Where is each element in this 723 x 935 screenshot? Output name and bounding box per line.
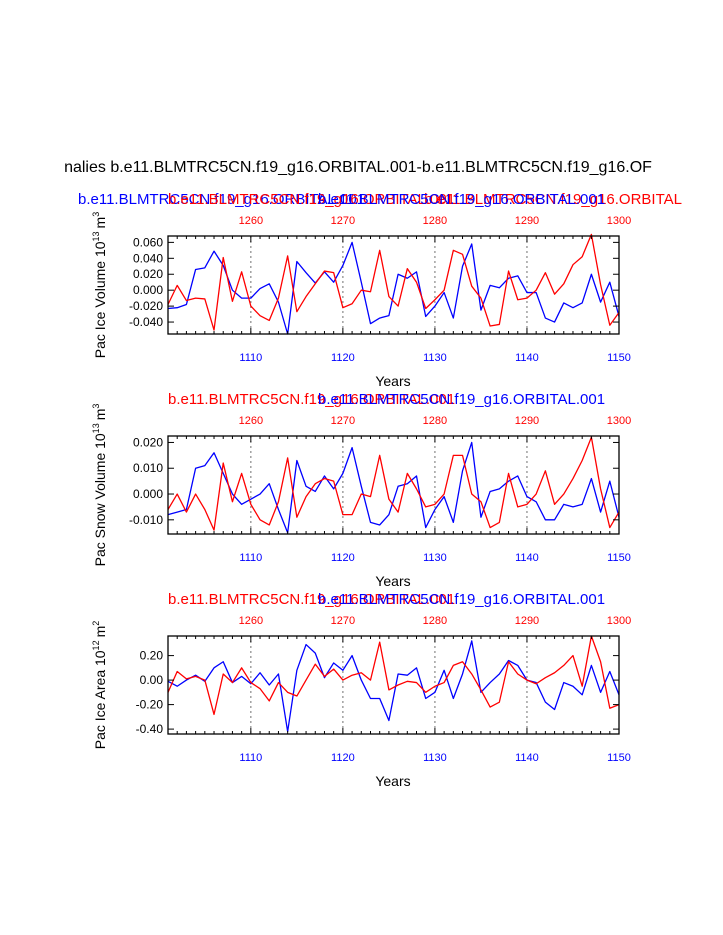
main-title: nalies b.e11.BLMTRC5CN.f19_g16.ORBITAL.0… [64, 159, 652, 176]
x-tick-label: 1140 [515, 352, 539, 364]
y-axis-label-unit-exponent: 3 [91, 404, 101, 409]
y-axis-label-exponent: 13 [91, 423, 101, 433]
plot-frame [167, 435, 620, 535]
chart-title-red: b.e11.BLMTRC5CN.f19_g16.ORBITAL.001 [168, 191, 455, 208]
y-axis-label-unit-exponent: 3 [91, 212, 101, 217]
series-line-blue [167, 241, 620, 335]
chart-title-blue: b.e11.BLMTRC5CN.f19_g16.ORBITAL.001 [318, 591, 605, 608]
series-line-red [167, 635, 620, 716]
top-tick-label: 1280 [423, 415, 447, 427]
chart-title-blue: b.e11.BLMTRC5CN.f19_g16.ORBITAL.001 [318, 391, 605, 408]
y-tick-label: 0.020 [133, 435, 163, 449]
header-blue-label: b.e11.BLMTRC5CN.f19_g16.ORBITAL.001 [78, 191, 365, 208]
y-tick-label: -0.40 [136, 722, 164, 736]
y-axis-label-unit-exponent: 2 [91, 621, 101, 626]
y-axis-label: Pac Ice Volume 1013 m3 [91, 212, 108, 358]
x-axis-label: Years [375, 773, 410, 789]
top-tick-label: 1280 [423, 215, 447, 227]
y-tick-label: 0.00 [140, 673, 164, 687]
series-line-red [167, 436, 620, 531]
plot-frame [167, 235, 620, 335]
y-tick-label: 0.010 [133, 461, 163, 475]
y-tick-label: -0.20 [136, 698, 164, 712]
series-line-red [167, 233, 620, 331]
y-tick-label: 0.060 [133, 235, 163, 249]
y-axis-label-unit: m [92, 626, 108, 638]
top-tick-label: 1260 [239, 415, 263, 427]
chart-title-red: b.e11.BLMTRC5CN.f19_g16.ORBITAL.001 [168, 391, 455, 408]
chart-snow-volume: 1110 1120 1130 1140 1150 1260 1270 1280 1290 1300… [91, 391, 631, 589]
y-axis-label-unit: m [92, 217, 108, 229]
top-tick-label: 1270 [331, 415, 355, 427]
series-line-blue [167, 640, 620, 733]
x-tick-label: 1150 [607, 552, 631, 564]
plot-frame [167, 635, 620, 735]
x-tick-label: 1120 [331, 752, 355, 764]
top-tick-label: 1290 [515, 215, 539, 227]
top-tick-label: 1260 [239, 615, 263, 627]
y-tick-label: 0.020 [133, 267, 163, 281]
y-axis-label-exponent: 12 [91, 640, 101, 650]
top-tick-label: 1290 [515, 415, 539, 427]
top-tick-label: 1270 [331, 615, 355, 627]
charts-group: 1110 1120 1130 1140 1150 1260 1270 1280 1290 1300… [91, 191, 631, 789]
y-tick-label: 0.20 [140, 649, 164, 663]
x-tick-label: 1110 [239, 552, 262, 564]
chart-ice-volume: 1110 1120 1130 1140 1150 1260 1270 1280 1290 1300… [91, 191, 631, 389]
y-axis-label-text: Pac Snow Volume 10 [92, 433, 108, 566]
x-tick-label: 1110 [239, 752, 262, 764]
top-tick-label: 1270 [331, 215, 355, 227]
x-tick-label: 1110 [239, 352, 262, 364]
x-tick-label: 1150 [607, 352, 631, 364]
top-tick-label: 1280 [423, 615, 447, 627]
top-tick-label: 1300 [607, 615, 631, 627]
header-red-label: b.e11.BLMTRC5CN.f19_g16.ORBITAL [424, 191, 682, 208]
y-tick-label: 0.040 [133, 251, 163, 265]
y-axis-label-text: Pac Ice Area 10 [92, 650, 108, 749]
x-axis-label: Years [375, 573, 410, 589]
x-tick-label: 1150 [607, 752, 631, 764]
x-tick-label: 1140 [515, 752, 539, 764]
x-tick-label: 1120 [331, 352, 355, 364]
y-axis-label-unit: m [92, 409, 108, 421]
y-axis-label-exponent: 13 [91, 231, 101, 241]
series-line-blue [167, 441, 620, 534]
y-tick-label: -0.040 [129, 315, 163, 329]
y-tick-label: 0.000 [133, 487, 163, 501]
x-axis-label: Years [375, 373, 410, 389]
y-tick-label: -0.020 [129, 299, 163, 313]
y-axis-label: Pac Snow Volume 1013 m3 [91, 404, 108, 567]
x-tick-label: 1130 [423, 752, 447, 764]
top-tick-label: 1300 [607, 215, 631, 227]
x-tick-label: 1130 [423, 552, 447, 564]
top-tick-label: 1300 [607, 415, 631, 427]
y-tick-label: -0.010 [129, 513, 163, 527]
y-axis-label-text: Pac Ice Volume 10 [92, 241, 108, 358]
chart-title-blue: b.e11.BLMTRC5CN.f19_g16.ORBITAL.001 [318, 191, 605, 208]
x-tick-label: 1130 [423, 352, 447, 364]
y-tick-label: 0.000 [133, 283, 163, 297]
y-axis-label: Pac Ice Area 1012 m2 [91, 621, 108, 750]
x-tick-label: 1120 [331, 552, 355, 564]
top-tick-label: 1260 [239, 215, 263, 227]
x-tick-label: 1140 [515, 552, 539, 564]
top-tick-label: 1290 [515, 615, 539, 627]
chart-title-red: b.e11.BLMTRC5CN.f19_g16.ORBITAL.001 [168, 591, 455, 608]
chart-ice-area: 1110 1120 1130 1140 1150 1260 1270 1280 1290 1300… [91, 591, 631, 789]
